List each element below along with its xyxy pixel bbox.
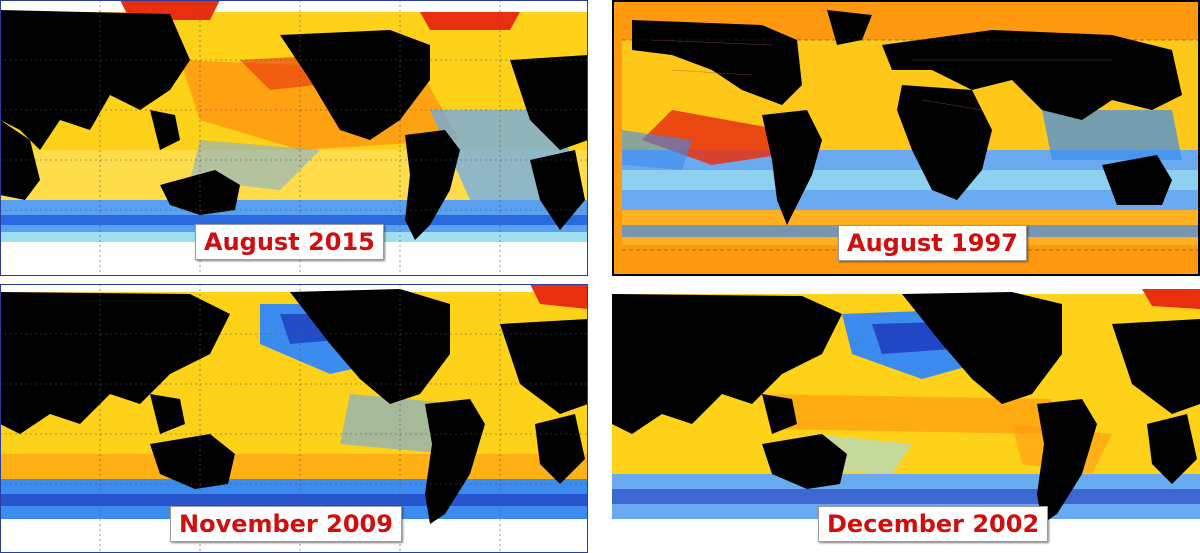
axis-strip-nov2009 <box>588 284 600 553</box>
map-panel-aug1997: August 1997 <box>612 0 1200 276</box>
vertical-divider <box>600 0 612 553</box>
panel-label-aug1997: August 1997 <box>838 225 1027 261</box>
map-panel-nov2009: November 2009 <box>0 284 588 553</box>
map-panel-aug2015: August 2015 <box>0 0 588 276</box>
map-panel-dec2002: December 2002 <box>612 284 1200 553</box>
sst-map-aug1997 <box>612 0 1200 276</box>
panel-label-nov2009: November 2009 <box>170 506 402 542</box>
panel-label-dec2002: December 2002 <box>818 506 1049 542</box>
panel-label-aug2015: August 2015 <box>195 224 384 260</box>
axis-strip-aug2015 <box>588 0 600 276</box>
